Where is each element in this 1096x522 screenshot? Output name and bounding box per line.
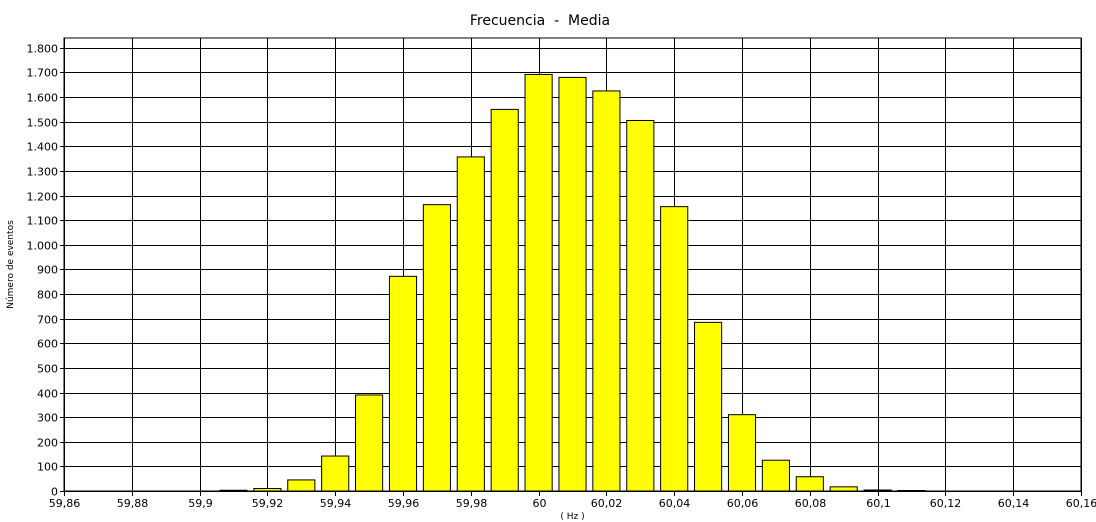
chart-title: Frecuencia - Media (470, 13, 610, 29)
x-tick-label: 60,08 (795, 497, 827, 510)
bar (761, 459, 790, 492)
bar (524, 73, 553, 492)
x-tick-label: 60,14 (998, 497, 1030, 510)
bar (422, 204, 451, 492)
y-tick-label: 300 (37, 412, 58, 425)
bar (558, 76, 587, 492)
x-tick-label: 60,16 (1066, 497, 1096, 510)
x-axis-ticks: 59,86 59,88 59,9 59,92 59,94 59,96 59,98 60 60,0… (49, 491, 1096, 510)
x-tick-label: 60,1 (866, 497, 891, 510)
y-tick-label: 1.500 (27, 117, 59, 130)
y-tick-label: 1.400 (27, 141, 59, 154)
plot-frame (63, 37, 1082, 492)
bar (287, 479, 316, 492)
y-tick-label: 1.200 (27, 191, 59, 204)
x-tick-label: 59,98 (456, 497, 488, 510)
y-tick-label: 400 (37, 388, 58, 401)
y-tick-label: 1.000 (27, 240, 59, 253)
y-tick-label: 900 (37, 264, 58, 277)
y-tick-label: 500 (37, 363, 58, 376)
y-tick-label: 100 (37, 461, 58, 474)
x-tick-label: 59,92 (252, 497, 284, 510)
x-tick-label: 60,12 (930, 497, 962, 510)
bar (829, 486, 858, 492)
y-axis-ticks: 0 100 200 300 400 500 600 700 800 900 1.000 1.100 1.… (27, 43, 64, 499)
x-tick-label: 59,96 (388, 497, 420, 510)
y-tick-label: 600 (37, 338, 58, 351)
x-tick-label: 60,04 (659, 497, 691, 510)
bar (456, 156, 485, 492)
x-tick-label: 60,06 (727, 497, 759, 510)
y-tick-label: 1.300 (27, 166, 59, 179)
x-axis-title: ( Hz ) (560, 512, 584, 522)
bar (490, 108, 519, 492)
y-tick-label: 1.600 (27, 92, 59, 105)
bar (321, 455, 350, 492)
x-tick-label: 59,94 (320, 497, 352, 510)
bar (694, 321, 723, 492)
y-tick-label: 1.800 (27, 43, 59, 56)
y-tick-label: 200 (37, 437, 58, 450)
bar (592, 90, 621, 492)
x-tick-label: 59,86 (49, 497, 81, 510)
x-tick-label: 60,02 (591, 497, 623, 510)
y-tick-label: 700 (37, 314, 58, 327)
bar (626, 119, 655, 492)
x-tick-label: 59,88 (117, 497, 149, 510)
bar (795, 476, 824, 492)
bars (219, 73, 926, 492)
x-tick-label: 59,9 (188, 497, 213, 510)
bar (355, 394, 384, 492)
bar (388, 275, 418, 492)
y-axis-title: Número de eventos (6, 220, 16, 309)
x-tick-label: 60 (533, 497, 547, 510)
y-tick-label: 800 (37, 289, 58, 302)
y-tick-label: 1.100 (27, 215, 59, 228)
bar (727, 414, 757, 492)
y-tick-label: 1.700 (27, 67, 59, 80)
y-tick-label: 0 (51, 486, 58, 499)
bar (660, 206, 689, 492)
